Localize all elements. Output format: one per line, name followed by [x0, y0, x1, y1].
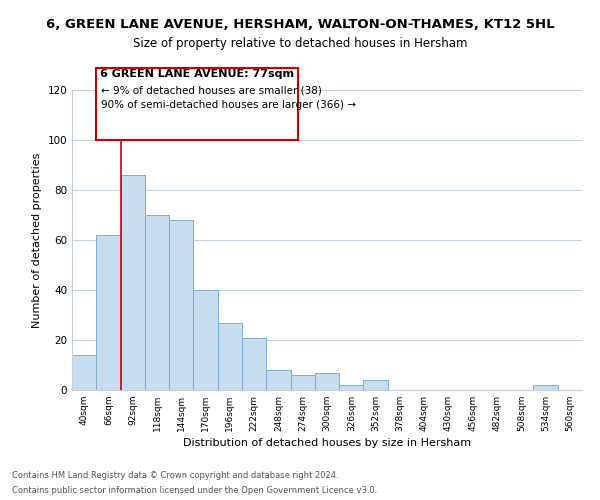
Text: Contains public sector information licensed under the Open Government Licence v3: Contains public sector information licen… [12, 486, 377, 495]
Bar [364, 380, 388, 390]
Bar [290, 375, 315, 390]
Text: 6 GREEN LANE AVENUE: 77sqm: 6 GREEN LANE AVENUE: 77sqm [100, 69, 294, 79]
Bar [145, 215, 169, 390]
Bar [266, 370, 290, 390]
Bar [169, 220, 193, 390]
Bar [242, 338, 266, 390]
Y-axis label: Number of detached properties: Number of detached properties [32, 152, 42, 328]
Bar [315, 372, 339, 390]
Bar [193, 290, 218, 390]
X-axis label: Distribution of detached houses by size in Hersham: Distribution of detached houses by size … [183, 438, 471, 448]
Bar [218, 322, 242, 390]
Text: 6, GREEN LANE AVENUE, HERSHAM, WALTON-ON-THAMES, KT12 5HL: 6, GREEN LANE AVENUE, HERSHAM, WALTON-ON… [46, 18, 554, 30]
Text: Size of property relative to detached houses in Hersham: Size of property relative to detached ho… [133, 38, 467, 51]
Bar [533, 385, 558, 390]
Bar [72, 355, 96, 390]
Bar [121, 175, 145, 390]
Bar [96, 235, 121, 390]
Text: Contains HM Land Registry data © Crown copyright and database right 2024.: Contains HM Land Registry data © Crown c… [12, 471, 338, 480]
FancyBboxPatch shape [96, 68, 298, 140]
Text: 90% of semi-detached houses are larger (366) →: 90% of semi-detached houses are larger (… [101, 100, 356, 110]
Text: ← 9% of detached houses are smaller (38): ← 9% of detached houses are smaller (38) [101, 86, 322, 96]
Bar [339, 385, 364, 390]
